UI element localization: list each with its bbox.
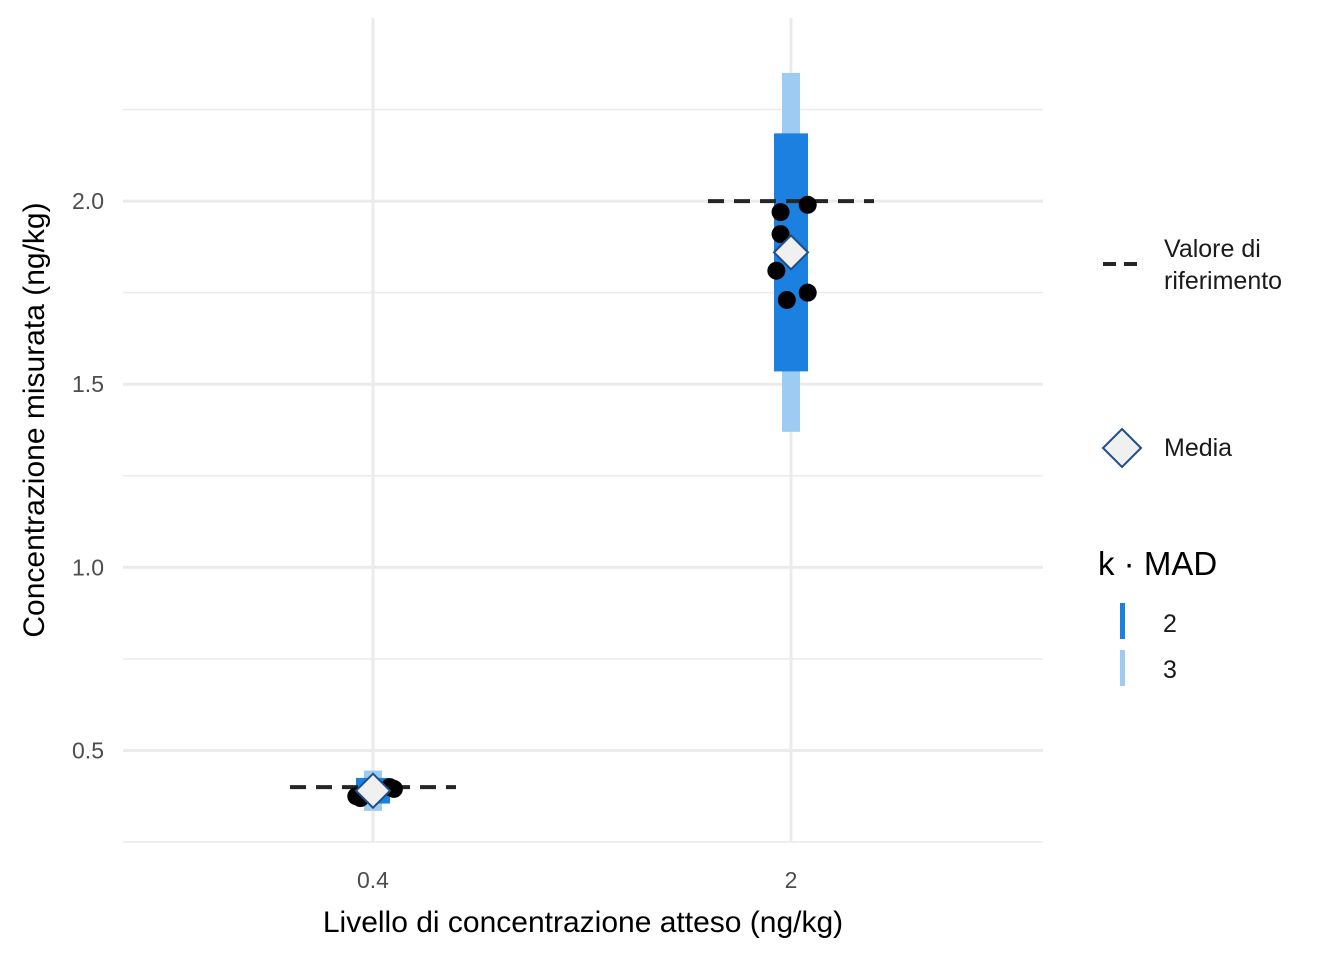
legend-mean-diamond-icon xyxy=(1101,427,1143,469)
legend: Valore di riferimento Media k · MAD 2 3 xyxy=(1098,235,1282,686)
y-axis-title: Concentrazione misurata (ng/kg) xyxy=(18,202,51,637)
legend-k2-label: 2 xyxy=(1163,610,1177,638)
y-tick-label: 0.5 xyxy=(72,737,104,763)
mean-diamond xyxy=(772,233,810,271)
data-point xyxy=(384,779,403,798)
mean-markers xyxy=(354,233,810,810)
data-point xyxy=(771,225,790,244)
legend-reference-label-line2: riferimento xyxy=(1164,267,1282,295)
legend-item-mean: Media xyxy=(1101,427,1232,469)
legend-item-reference: Valore di riferimento xyxy=(1103,235,1282,295)
data-point xyxy=(777,290,796,309)
legend-item-k2: 2 xyxy=(1120,603,1177,639)
y-tick-label: 2.0 xyxy=(72,188,104,214)
mean-diamond xyxy=(354,772,392,810)
y-tick-label: 1.0 xyxy=(72,554,104,580)
y-tick-label: 1.5 xyxy=(72,371,104,397)
tick-labels: 0.5 1.0 1.5 2.0 0.4 2 xyxy=(72,188,797,893)
x-axis-title: Livello di concentrazione atteso (ng/kg) xyxy=(323,906,843,939)
data-point xyxy=(771,203,790,222)
data-point xyxy=(798,195,817,214)
mad-intervals xyxy=(356,72,808,811)
legend-reference-label-line1: Valore di xyxy=(1164,235,1261,263)
legend-k3-label: 3 xyxy=(1163,656,1177,684)
legend-item-k3: 3 xyxy=(1120,650,1177,686)
legend-k3-swatch-icon xyxy=(1120,650,1125,686)
data-point xyxy=(767,261,786,280)
legend-mad-title: k · MAD xyxy=(1098,545,1217,582)
legend-k2-swatch-icon xyxy=(1120,603,1125,639)
grid xyxy=(123,18,1043,843)
x-tick-label: 0.4 xyxy=(357,867,389,893)
data-points xyxy=(347,195,817,808)
legend-mean-label: Media xyxy=(1164,434,1232,462)
data-point xyxy=(798,283,817,302)
x-tick-label: 2 xyxy=(785,867,798,893)
